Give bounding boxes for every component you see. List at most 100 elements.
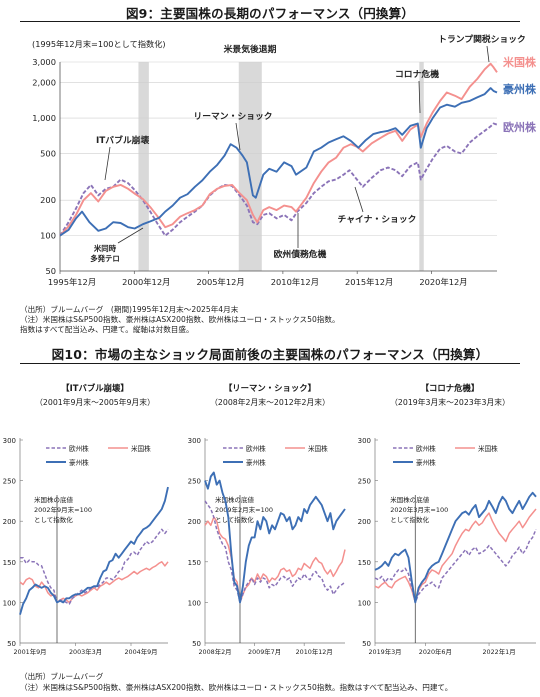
p3-ytick-label-5: 300: [358, 437, 371, 445]
p3-annot-line-1: 2020年3月末=100: [390, 505, 448, 514]
p2-annot-line-1: 2009年2月末=100: [215, 505, 273, 514]
p1-ytick-label-4: 250: [3, 478, 16, 486]
p3-xtick-label-0: 2019年3月: [368, 647, 401, 656]
p2-xtick-label-2: 2010年12月: [296, 647, 333, 656]
p3-xtick-label-1: 2020年6月: [419, 647, 452, 656]
recession-band-0: [138, 62, 149, 271]
fig9-note-indices: （注）米国株はS&P500指数、豪州株はASX200指数、欧州株はユーロ・ストッ…: [20, 315, 340, 324]
p1-annot-line-2: として指数化: [34, 515, 73, 524]
annot-china: チャイナ・ショック: [338, 214, 417, 225]
p2-annot-line-0: 米国株の底値: [215, 495, 255, 504]
p3-xtick-label-2: 2022年1月: [482, 647, 515, 656]
p3-ytick-label-0: 50: [362, 640, 371, 648]
fig9-title-rule: [20, 21, 520, 22]
fig9-note-method: 指数はすべて配当込み、円建て。縦軸は対数目盛。: [20, 325, 194, 334]
panel1-period: （2001年9月末～2005年9月末）: [35, 398, 155, 407]
fig9-title: 図9：主要国株の長期のパフォーマンス（円換算）: [125, 6, 415, 21]
p2-ytick-label-3: 200: [188, 518, 201, 526]
panel3-title: 【コロナ危機】: [420, 383, 480, 393]
p1-xtick-label-1: 2003年3月: [69, 647, 102, 656]
p1-ytick-label-3: 200: [3, 518, 16, 526]
p2-series-line-au: [204, 471, 346, 604]
annot-recession: 米景気後退期: [223, 43, 277, 55]
annot-it-bubble-leader: [104, 146, 111, 181]
fig10-title: 図10：市場の主なショック局面前後の主要国株のパフォーマンス（円換算）: [51, 347, 489, 362]
fig9-unit-note: (1995年12月末=100として指数化): [32, 39, 166, 49]
p3-ytick-label-2: 150: [358, 559, 371, 567]
fig9-xtick-label-4: 2015年12月: [345, 277, 393, 287]
annot-euro-crisis: 欧州債務危機: [274, 248, 327, 260]
p3-legend-label-eu: 欧州株: [416, 444, 436, 453]
p1-xtick-label-2: 2004年9月: [124, 647, 157, 656]
annot-us-attack-line1: 米同時: [93, 244, 117, 253]
fig9-chart: 50 100 200 500 1,000 2,000 3,000 1995年12月 2000年1…: [32, 33, 537, 287]
fig9-xtick-label-1: 2000年12月: [122, 277, 170, 287]
annot-corona-leader: [418, 80, 421, 114]
recession-band-1: [238, 62, 262, 271]
annot-china-leader: [354, 186, 364, 213]
p3-ytick-label-4: 250: [358, 478, 371, 486]
fig9-xtick-label-3: 2010年12月: [271, 277, 319, 287]
fig9-ytick-label-6: 3,000: [32, 57, 56, 67]
p3-ytick-label-1: 100: [358, 599, 371, 607]
p3-annot-line-0: 米国株の底値: [390, 495, 430, 504]
p1-legend-label-us: 米国株: [131, 444, 151, 453]
p1-series-line-eu: [20, 528, 169, 605]
p2-ytick-label-5: 300: [188, 437, 201, 445]
panel3-period: （2019年3月末～2023年3月末）: [390, 398, 510, 407]
p1-ytick-label-5: 300: [3, 437, 16, 445]
annot-lehman-leader: [235, 122, 241, 151]
fig9-xtick-label-0: 1995年12月: [48, 277, 96, 287]
fig9-ytick-label-1: 100: [40, 231, 56, 241]
fig10-note-indices: （注）米国株はS&P500指数、豪州株はASX200指数、欧州株はユーロ・ストッ…: [20, 683, 453, 692]
p2-xtick-label-0: 2008年2月: [198, 647, 231, 656]
p3-series-line-au: [374, 491, 537, 604]
p2-ytick-label-4: 250: [188, 478, 201, 486]
p2-legend-label-eu: 欧州株: [246, 444, 266, 453]
annot-it-bubble: ITバブル崩壊: [96, 134, 149, 146]
p2-ytick-label-2: 150: [188, 559, 201, 567]
annot-lehman: リーマン・ショック: [193, 111, 272, 122]
annot-trump-leader: [486, 45, 490, 63]
panel2-title: 【リーマン・ショック】: [223, 383, 317, 393]
p2-legend-label-us: 米国株: [308, 444, 328, 453]
p1-annot-line-0: 米国株の底値: [34, 495, 74, 504]
fig10-title-rule: [20, 363, 520, 364]
fig9-series-line-us: [59, 62, 498, 237]
fig9-ytick-label-2: 200: [40, 195, 56, 205]
panel1-title: 【ITバブル崩壊】: [61, 383, 129, 393]
p2-legend-label-au: 豪州株: [246, 458, 266, 467]
fig9-ytick-label-0: 50: [45, 266, 56, 276]
fig9-note-source: （出所）ブルームバーグ (期間)1995年12月末～2025年4月末: [20, 305, 239, 314]
p2-series-line-us: [204, 516, 346, 604]
p1-annot-line-1: 2002年9月末=100: [34, 505, 92, 514]
annot-corona: コロナ危機: [395, 68, 439, 80]
p2-series-line-eu: [204, 500, 346, 604]
fig9-ytick-label-3: 500: [40, 148, 56, 158]
p3-legend-label-us: 米国株: [478, 444, 498, 453]
annot-us-attack-leader: [117, 227, 144, 244]
p3-legend-label-au: 豪州株: [416, 458, 436, 467]
recession-band-2: [419, 62, 424, 271]
fig9-series-line-eu: [59, 122, 498, 237]
fig9-legend-au: 豪州株: [503, 82, 537, 96]
p1-ytick-label-2: 150: [3, 559, 16, 567]
p1-ytick-label-0: 50: [7, 640, 16, 648]
p3-series-line-eu: [374, 529, 537, 604]
fig9-legend-eu: 欧州株: [503, 120, 537, 134]
p2-annot-line-2: として指数化: [215, 515, 254, 524]
fig9-series-line-au: [59, 87, 498, 237]
annot-trump: トランプ関税ショック: [438, 33, 526, 45]
p3-ytick-label-3: 200: [358, 518, 371, 526]
p1-series-line-au: [19, 486, 169, 615]
p1-legend-label-eu: 欧州株: [69, 444, 89, 453]
p1-xtick-label-0: 2001年9月: [13, 647, 46, 656]
fig10-note-source: （出所）ブルームバーグ: [20, 672, 104, 681]
fig9-ytick-label-5: 2,000: [32, 78, 56, 88]
fig9-legend-us: 米国株: [502, 55, 537, 69]
p3-annot-line-2: として指数化: [390, 515, 429, 524]
p2-ytick-label-0: 50: [192, 640, 201, 648]
p2-ytick-label-1: 100: [188, 599, 201, 607]
p1-legend-label-au: 豪州株: [69, 458, 89, 467]
